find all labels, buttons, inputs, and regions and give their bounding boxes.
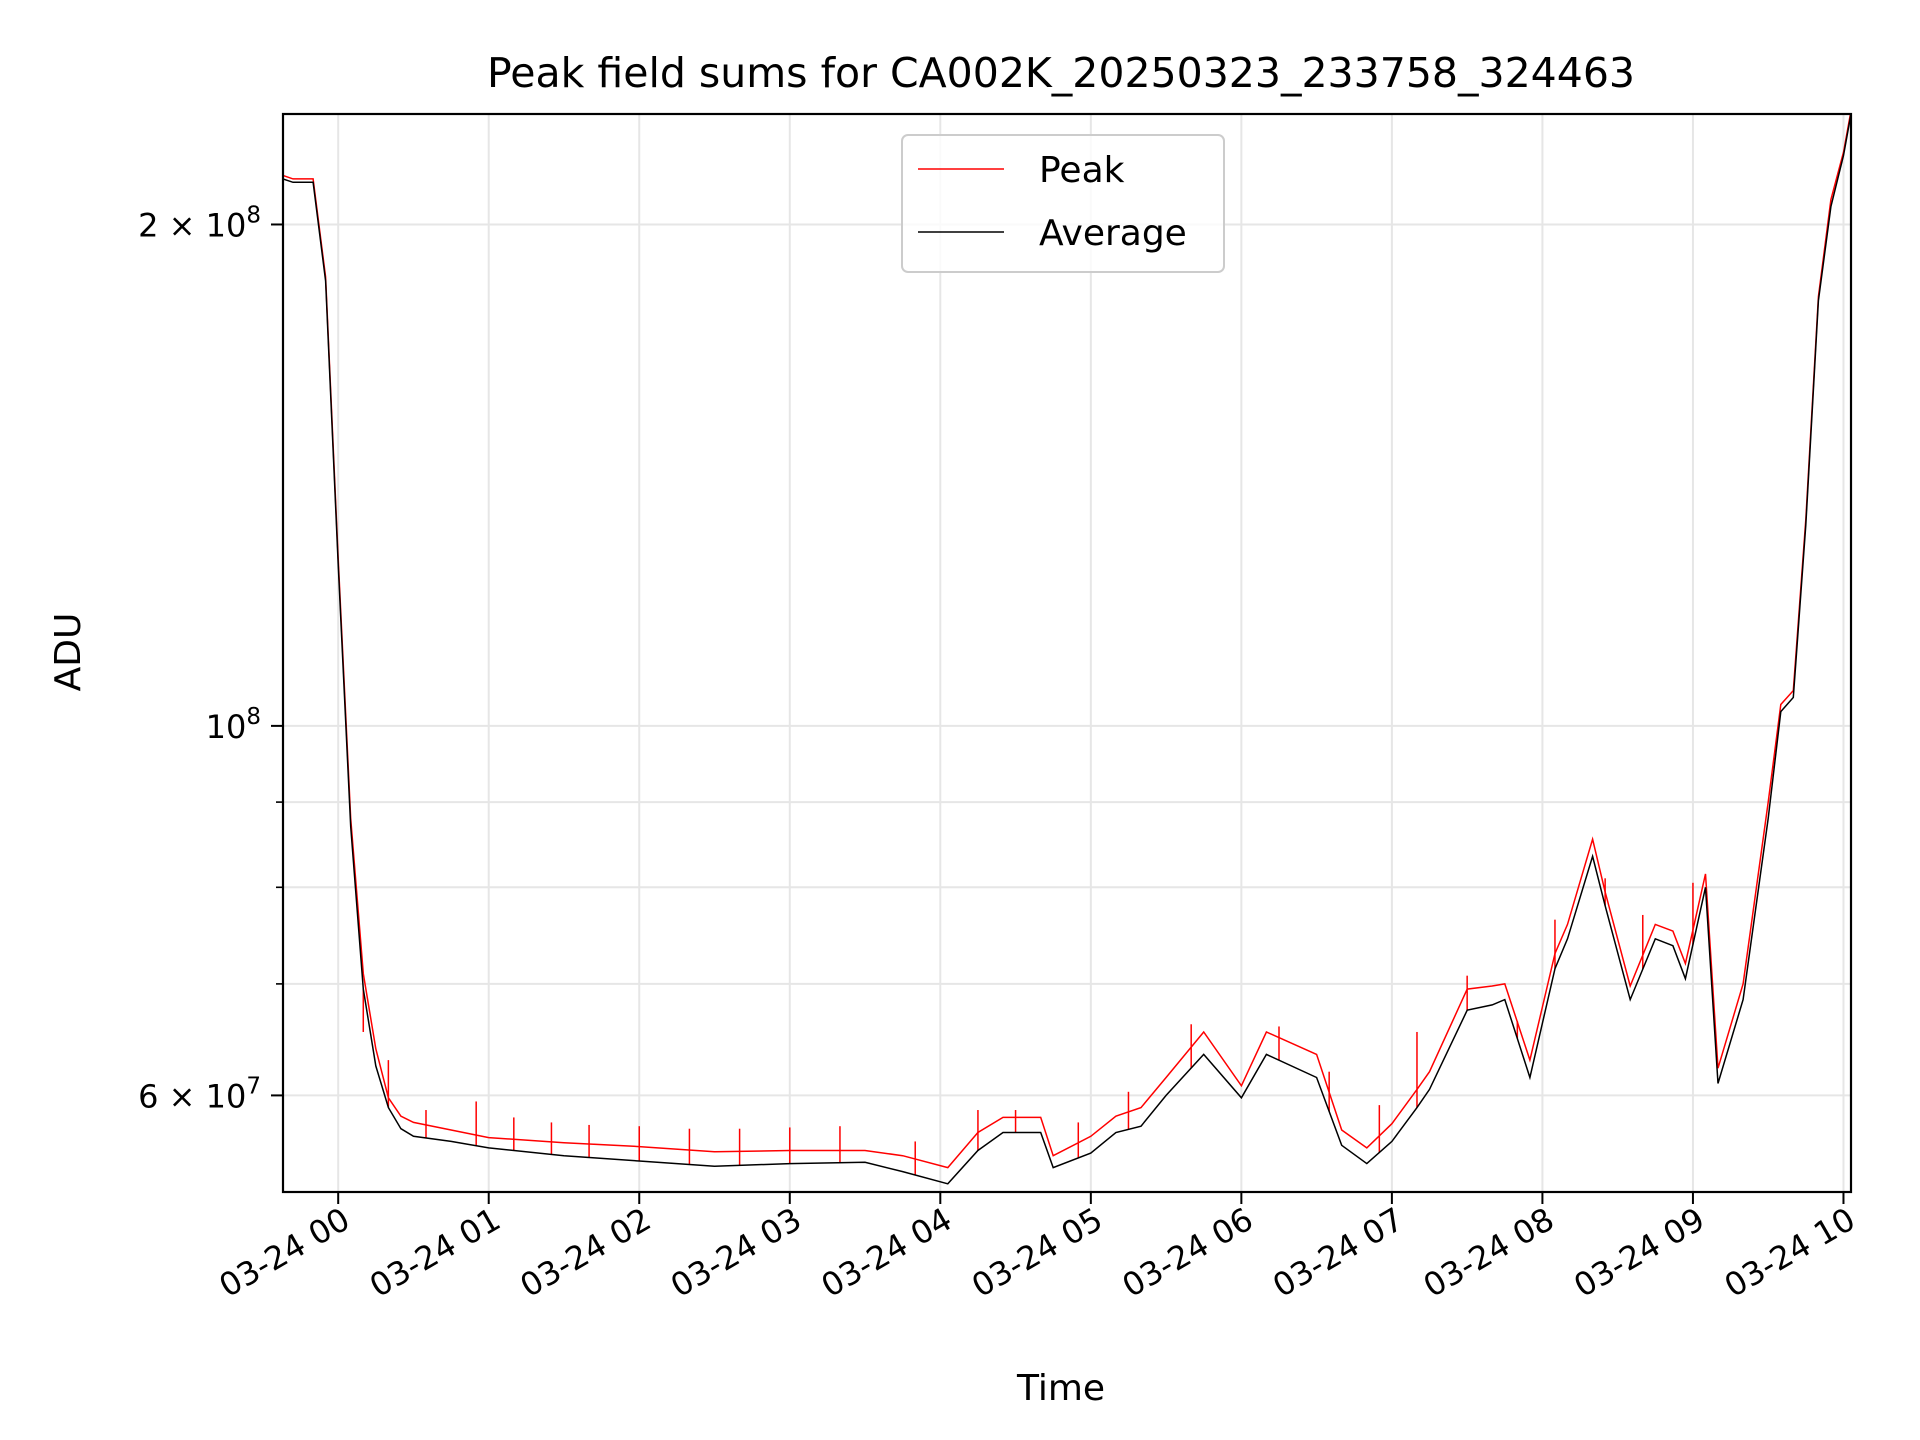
y-tick-label: 2 × 108 xyxy=(138,202,261,244)
peak-line xyxy=(283,114,1851,1169)
y-tick-label: 108 xyxy=(206,704,261,746)
y-axis-label: ADU xyxy=(48,613,89,692)
chart-title: Peak field sums for CA002K_20250323_2337… xyxy=(487,49,1635,97)
average-series xyxy=(283,114,1851,1185)
x-axis-label: Time xyxy=(1016,1368,1105,1409)
legend: Peak Average xyxy=(901,134,1225,273)
average-line xyxy=(283,114,1851,1185)
legend-peak-label: Peak xyxy=(1039,150,1125,191)
peak-series xyxy=(283,114,1851,1175)
plot-frame xyxy=(281,112,1853,1194)
y-axis: 6 × 107 108 2 × 108 xyxy=(138,202,283,1115)
legend-average-label: Average xyxy=(1039,213,1187,254)
y-tick-label: 6 × 107 xyxy=(138,1073,261,1115)
